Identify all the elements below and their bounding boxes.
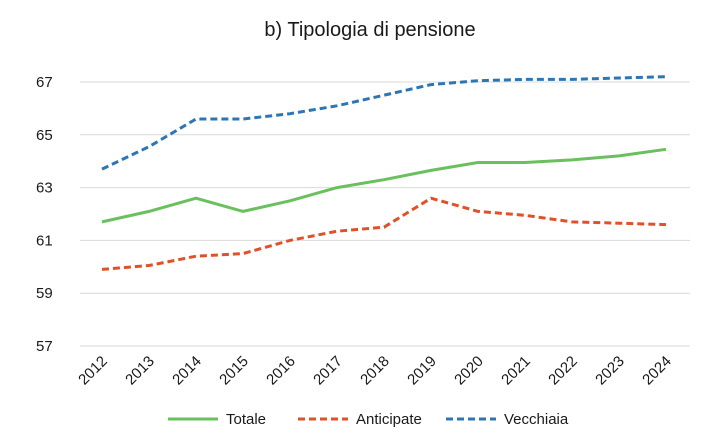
x-tick-label: 2021 (498, 353, 534, 389)
series-line-totale (101, 147, 667, 224)
y-tick-label: 63 (36, 180, 53, 197)
series-line-anticipate (101, 196, 667, 271)
series-lines (101, 75, 667, 271)
x-tick-label: 2020 (451, 353, 487, 389)
x-tick-label: 2018 (357, 353, 393, 389)
x-tick-label: 2019 (404, 353, 440, 389)
chart-title: b) Tipologia di pensione (264, 19, 475, 41)
x-tick-label: 2023 (592, 353, 628, 389)
x-tick-label: 2012 (75, 353, 111, 389)
y-tick-label: 57 (36, 338, 53, 355)
y-tick-label: 65 (36, 127, 53, 144)
x-tick-label: 2024 (639, 353, 675, 389)
x-tick-label: 2014 (169, 353, 205, 389)
x-tick-label: 2022 (545, 353, 581, 389)
legend-label-vecchiaia: Vecchiaia (504, 411, 569, 428)
x-tick-label: 2013 (122, 353, 158, 389)
y-tick-label: 59 (36, 285, 53, 302)
legend-label-totale: Totale (226, 411, 266, 428)
x-axis-ticks: 2012 2013 2014 2015 2016 2017 2018 2019 2020 2021… (75, 353, 675, 389)
legend: Totale Anticipate Vecchiaia (168, 411, 569, 428)
y-tick-label: 67 (36, 74, 53, 91)
series-line-vecchiaia (101, 75, 667, 171)
legend-label-anticipate: Anticipate (356, 411, 422, 428)
x-tick-label: 2016 (263, 353, 299, 389)
x-tick-label: 2017 (310, 353, 346, 389)
gridlines (80, 81, 690, 347)
x-tick-label: 2015 (216, 353, 252, 389)
y-axis-ticks: 57 59 61 63 65 67 (36, 74, 53, 355)
y-tick-label: 61 (36, 232, 53, 249)
